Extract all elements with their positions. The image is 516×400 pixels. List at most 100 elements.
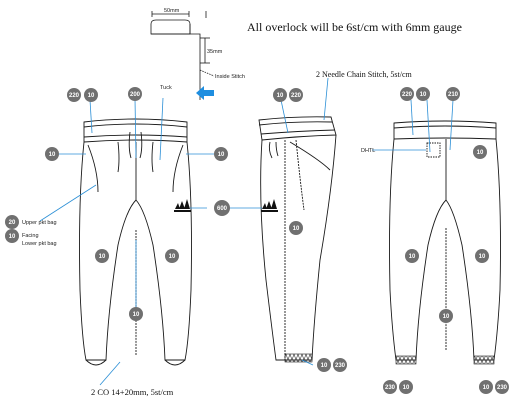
badge-front-10-left: 10 (45, 147, 59, 161)
badge-front-220: 220 (67, 88, 81, 102)
bottom-note: 2 CO 14+20mm, 5st/cm (91, 387, 174, 397)
badge-back-leg-right-10: 10 (475, 249, 489, 263)
lower-pkt-bag-label: Lower pkt bag (22, 241, 57, 247)
badge-facing-10: 10 (5, 229, 19, 243)
badge-code-text: 10 (133, 312, 140, 318)
badge-front-leg-right-10: 10 (165, 249, 179, 263)
badge-circle (128, 87, 142, 101)
badge-circle (5, 229, 19, 243)
badge-back-leg-left-10: 10 (405, 249, 419, 263)
inside-stitch-label: Inside Stitch (215, 74, 245, 80)
badge-front-inseam-10: 10 (129, 307, 143, 321)
badge-code-text: 210 (448, 92, 459, 98)
badge-code-text: 10 (409, 254, 416, 260)
badge-upper-pkt-20: 20 (5, 215, 19, 229)
front-view (79, 118, 192, 366)
badge-side-220: 220 (289, 88, 303, 102)
badge-circle (289, 221, 303, 235)
badge-code-text: 10 (443, 314, 450, 320)
badge-front-200: 200 (128, 87, 142, 101)
badge-code-text: 220 (69, 93, 80, 99)
badge-back-inseam-10: 10 (439, 309, 453, 323)
badge-circle (479, 380, 493, 394)
badge-code-text: 230 (385, 385, 396, 391)
badge-circle (273, 88, 287, 102)
badge-front-leg-left-10: 10 (95, 249, 109, 263)
brand-logo-side-icon (261, 199, 278, 212)
badge-code-text: 10 (88, 93, 95, 99)
badge-code-text: 10 (321, 363, 328, 369)
badge-circle (289, 88, 303, 102)
dhtl-label: DHTL (361, 148, 375, 154)
badge-circle (317, 358, 331, 372)
side-cuff-rib (284, 353, 313, 363)
badge-code-text: 230 (335, 363, 346, 369)
tuck-label: Tuck (160, 85, 172, 91)
waistband-detail (150, 11, 215, 100)
badge-circle (439, 309, 453, 323)
badge-circle (214, 147, 228, 161)
badge-circle (446, 87, 460, 101)
badge-side-10: 10 (273, 88, 287, 102)
badge-front-10a: 10 (84, 88, 98, 102)
badge-circle (45, 147, 59, 161)
badge-back-210: 210 (446, 87, 460, 101)
badge-circle (333, 358, 347, 372)
badge-side-leg-10: 10 (289, 221, 303, 235)
badge-circle (67, 88, 81, 102)
badge-code-text: 220 (402, 92, 413, 98)
badge-side-cuff-10: 10 (317, 358, 331, 372)
badge-circle (405, 249, 419, 263)
badge-code-text: 10 (277, 93, 284, 99)
badge-code-text: 600 (217, 206, 228, 212)
badge-back-10-right: 10 (473, 145, 487, 159)
badge-code-text: 10 (293, 226, 300, 232)
header-note: All overlock will be 6st/cm with 6mm gau… (247, 20, 462, 34)
badge-circle (95, 249, 109, 263)
badge-circle (416, 87, 430, 101)
badge-circle (495, 380, 509, 394)
back-cuff-rib-left (395, 355, 417, 365)
badge-code-text: 200 (130, 92, 141, 98)
badge-circle (473, 145, 487, 159)
badge-code-text: 220 (291, 93, 302, 99)
badge-back-cuff-10a: 10 (399, 380, 413, 394)
badge-back-cuff-230b: 230 (495, 380, 509, 394)
badge-circle (399, 380, 413, 394)
badge-code-text: 10 (479, 254, 486, 260)
badge-side-cuff-230: 230 (333, 358, 347, 372)
leader-lines (39, 77, 454, 386)
badge-code-text: 10 (99, 254, 106, 260)
facing-label: Facing (22, 233, 39, 239)
badge-code-text: 10 (483, 385, 490, 391)
badge-code-text: 10 (169, 254, 176, 260)
badge-code-text: 230 (497, 385, 508, 391)
direction-arrow-icon (196, 86, 214, 100)
badge-code-text: 20 (9, 220, 16, 226)
badge-code-text: 10 (420, 92, 427, 98)
waistband-width-label: 50mm (164, 8, 180, 14)
badge-circle (5, 215, 19, 229)
chain-stitch-label: 2 Needle Chain Stitch, 5st/cm (316, 70, 413, 79)
badge-600: 600 (214, 200, 230, 216)
badge-circle (165, 249, 179, 263)
badge-code-text: 10 (477, 150, 484, 156)
badge-circle (129, 307, 143, 321)
badge-code-text: 10 (218, 152, 225, 158)
badge-front-10-right: 10 (214, 147, 228, 161)
badge-code-text: 10 (9, 234, 16, 240)
badge-circle (84, 88, 98, 102)
tuck-depth-label: 35mm (207, 49, 223, 55)
brand-logo-icon (174, 199, 191, 212)
upper-pkt-bag-label: Upper pkt bag (22, 220, 57, 226)
code-badges: 220 10 200 10 10 20 10 600 10 10 10 10 2… (5, 87, 509, 394)
badge-circle (383, 380, 397, 394)
back-cuff-rib-right (473, 355, 495, 365)
badge-circle (475, 249, 489, 263)
badge-circle (400, 87, 414, 101)
badge-back-220: 220 (400, 87, 414, 101)
badge-code-text: 10 (49, 152, 56, 158)
badge-back-10a: 10 (416, 87, 430, 101)
side-view (258, 116, 337, 361)
